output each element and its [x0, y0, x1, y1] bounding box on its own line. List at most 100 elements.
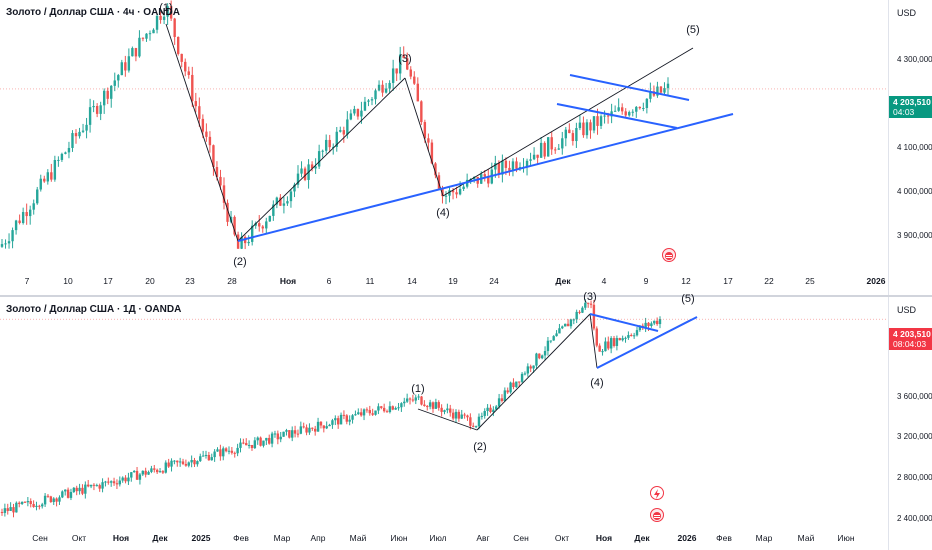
candle-body	[0, 512, 4, 514]
candle-body	[50, 172, 53, 180]
candle-body	[585, 122, 589, 136]
candle-body	[308, 427, 311, 433]
wave-label-1-bottom: (1)	[411, 383, 425, 395]
chart-pane-4h[interactable]: Золото / Доллар США · 4ч · OANDA (1) (2)…	[0, 0, 932, 296]
candle-body	[466, 415, 469, 418]
candle-body	[627, 335, 630, 338]
candle-body	[325, 426, 328, 429]
time-axis-tick: Дек	[152, 533, 168, 543]
candle-body	[526, 366, 530, 374]
candle-body	[446, 408, 449, 411]
pane-divider[interactable]	[0, 295, 932, 297]
time-axis-tick: 17	[723, 276, 733, 286]
candle-body	[92, 484, 96, 486]
candle-body	[305, 427, 308, 433]
candle-body	[26, 501, 30, 503]
plot-area-4h[interactable]: Золото / Доллар США · 4ч · OANDA (1) (2)…	[0, 0, 888, 272]
candle-body	[360, 110, 363, 117]
candle-body	[546, 137, 550, 157]
lightning-event-icon[interactable]	[650, 486, 664, 500]
candle-body	[213, 451, 216, 458]
x-axis-4h[interactable]: 7 10 17 20 23 28 Ноя 6 11 14 19 24 Дек 4 9 12 17 22 25 2026	[0, 272, 888, 294]
candle-body	[362, 409, 366, 416]
candle-body	[29, 501, 32, 504]
elliott-wave-line	[589, 313, 598, 369]
candle-body	[282, 203, 286, 206]
candle-body	[609, 338, 613, 349]
candle-body	[101, 482, 104, 489]
candle-body	[663, 88, 666, 93]
wave-label-4-top: (4)	[436, 207, 450, 219]
candle-body	[64, 489, 67, 492]
candle-body	[46, 495, 50, 497]
candle-body	[370, 99, 374, 101]
candle-body	[592, 116, 596, 131]
us-flag-event-icon[interactable]	[662, 248, 676, 262]
candle-body	[285, 430, 288, 432]
candle-body	[592, 304, 596, 329]
price-tick: 4 100,000	[897, 143, 932, 152]
candle-body	[107, 481, 110, 483]
candle-body	[134, 48, 138, 57]
time-axis-tick: 23	[185, 276, 195, 286]
candle-body	[169, 6, 173, 19]
candle-body	[227, 450, 231, 452]
candle-body	[207, 454, 211, 461]
candle-body	[141, 37, 145, 39]
candle-body	[212, 145, 215, 168]
wave-label-5-bottom: (5)	[681, 293, 695, 305]
candle-body	[58, 497, 61, 502]
chart-pane-1d[interactable]: Золото / Доллар США · 1Д · OANDA (1) (2)…	[0, 291, 932, 550]
candle-body	[568, 129, 571, 134]
candle-body	[380, 406, 383, 408]
candle-body	[575, 311, 578, 320]
candle-body	[529, 159, 532, 161]
candle-body	[303, 168, 307, 180]
candle-body	[638, 106, 642, 109]
candle-body	[78, 131, 81, 137]
candle-body	[14, 220, 18, 231]
candle-body	[569, 319, 573, 327]
time-axis-tick: 10	[63, 276, 73, 286]
candle-body	[170, 460, 173, 467]
candle-body	[368, 410, 371, 414]
us-flag-event-icon[interactable]	[650, 508, 664, 522]
candle-body	[644, 322, 647, 329]
candle-body	[81, 487, 84, 494]
candle-body	[604, 341, 607, 352]
candle-body	[239, 442, 242, 448]
candle-body	[543, 142, 546, 157]
time-axis-tick: 25	[805, 276, 815, 286]
candle-body	[417, 396, 420, 398]
candle-body	[57, 159, 60, 161]
wave-label-1-top: (1)	[159, 2, 173, 14]
candle-body	[564, 129, 568, 139]
candle-body	[449, 408, 452, 413]
candle-body	[645, 98, 649, 108]
candle-body	[92, 106, 95, 108]
candle-body	[296, 173, 300, 185]
candle-body	[110, 85, 113, 99]
candle-body	[293, 184, 296, 192]
candle-body	[67, 147, 71, 153]
candle-body	[549, 340, 553, 342]
candle-body	[173, 18, 176, 37]
candle-body	[584, 302, 587, 308]
candle-body	[132, 470, 136, 473]
candle-body	[72, 487, 76, 493]
candle-body	[632, 335, 636, 337]
candle-body	[374, 410, 377, 415]
candle-body	[55, 498, 58, 502]
price-axis-1d[interactable]: USD 3 600,000 3 200,000 2 800,000 2 400,…	[888, 297, 932, 550]
candle-body	[0, 244, 4, 247]
candle-body	[336, 418, 340, 425]
candle-body	[642, 107, 645, 109]
plot-area-1d[interactable]: Золото / Доллар США · 1Д · OANDA (1) (2)…	[0, 291, 888, 529]
candle-body	[313, 428, 317, 432]
candle-body	[199, 456, 202, 462]
trendline	[556, 103, 678, 129]
price-axis-4h[interactable]: USD 4 300,000 4 100,000 4 000,000 3 900,…	[888, 0, 932, 296]
candle-body	[441, 188, 444, 197]
candle-body	[420, 396, 423, 405]
x-axis-1d[interactable]: Сен Окт Ноя Дек 2025 Фев Мар Апр Май Июн Июл Авг Сен…	[0, 529, 888, 550]
